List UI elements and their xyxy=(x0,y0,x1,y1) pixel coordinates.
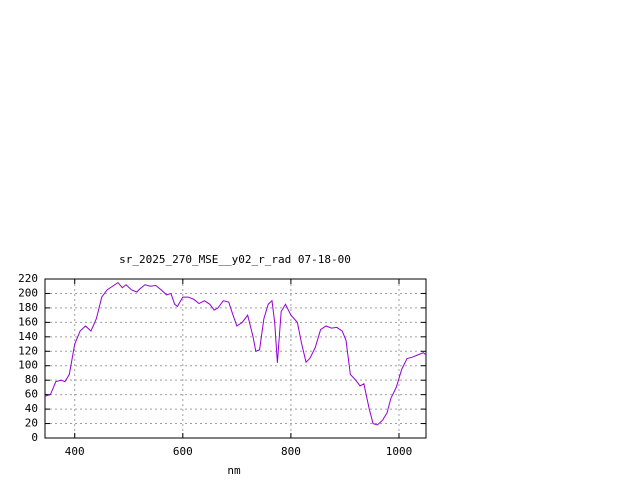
y-tick-label: 120 xyxy=(18,344,38,357)
x-tick-label: 1000 xyxy=(386,445,413,458)
chart-title: sr_2025_270_MSE__y02_r_rad 07-18-00 xyxy=(119,253,351,266)
y-tick-label: 80 xyxy=(25,373,38,386)
x-tick-label: 600 xyxy=(173,445,193,458)
x-tick-label: 400 xyxy=(65,445,85,458)
y-tick-label: 200 xyxy=(18,286,38,299)
x-axis-label: nm xyxy=(227,464,241,477)
y-tick-label: 220 xyxy=(18,272,38,285)
y-tick-label: 100 xyxy=(18,359,38,372)
y-tick-label: 180 xyxy=(18,301,38,314)
x-tick-label: 800 xyxy=(281,445,301,458)
plot-border xyxy=(44,278,427,439)
y-tick-label: 20 xyxy=(25,417,38,430)
data-line xyxy=(44,281,427,426)
y-tick-label: 0 xyxy=(31,431,38,444)
y-tick-label: 60 xyxy=(25,388,38,401)
y-tick-label: 40 xyxy=(25,402,38,415)
y-tick-label: 140 xyxy=(18,330,38,343)
y-tick-label: 160 xyxy=(18,315,38,328)
